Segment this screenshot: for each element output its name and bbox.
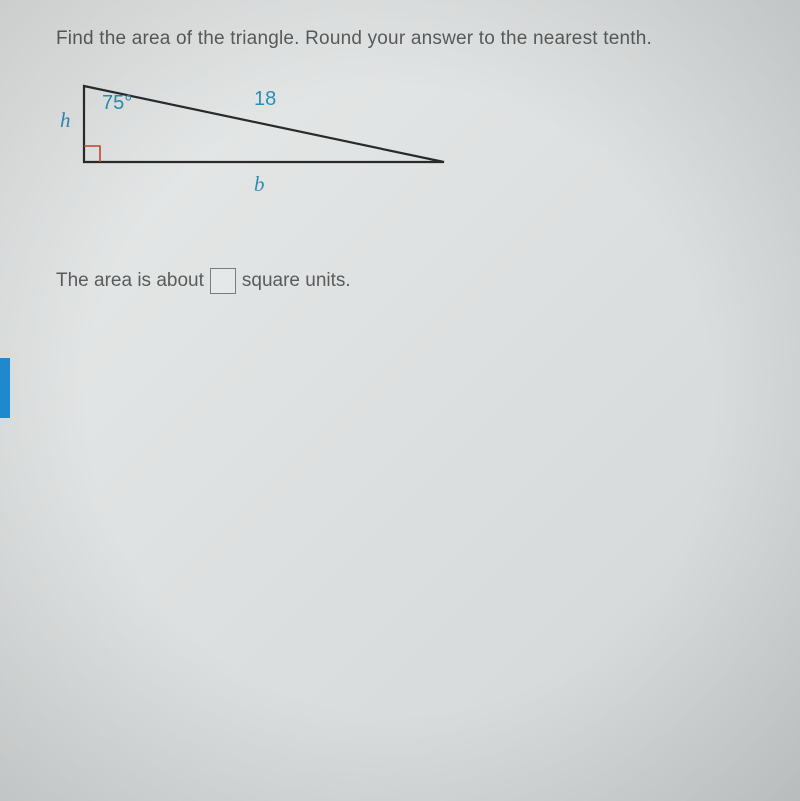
answer-after: square units.	[242, 270, 351, 292]
answer-before: The area is about	[56, 270, 204, 292]
question-text: Find the area of the triangle. Round you…	[56, 28, 760, 50]
height-label: h	[60, 108, 71, 133]
hypotenuse-label: 18	[254, 88, 276, 111]
answer-sentence: The area is about square units.	[56, 268, 760, 294]
side-tab	[0, 358, 10, 418]
angle-label: 75°	[102, 92, 132, 115]
right-angle-marker	[84, 146, 100, 162]
triangle-diagram: 75° 18 h b	[56, 74, 476, 224]
answer-input-box[interactable]	[210, 268, 236, 294]
base-label: b	[254, 172, 265, 197]
